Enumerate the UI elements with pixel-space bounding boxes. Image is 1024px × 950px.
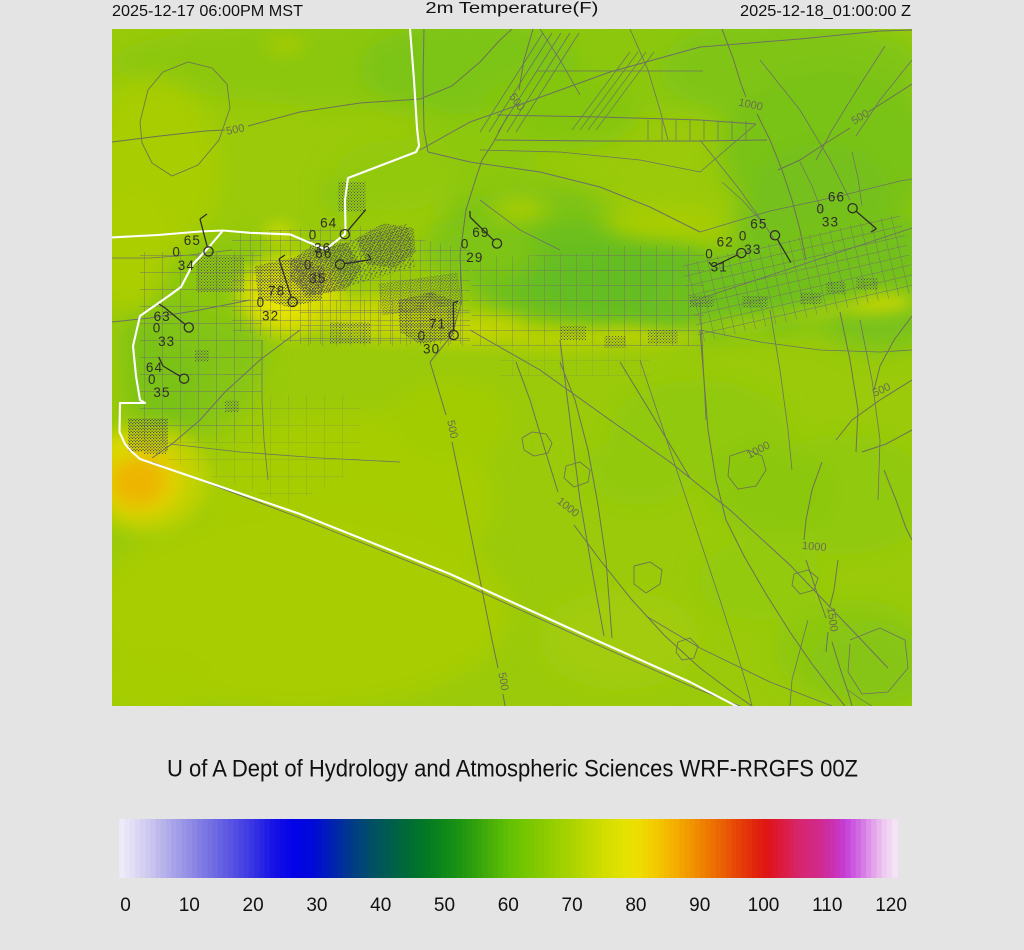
- svg-text:0: 0: [418, 328, 427, 343]
- svg-text:31: 31: [711, 260, 728, 275]
- svg-text:69: 69: [472, 225, 489, 240]
- svg-text:20: 20: [243, 895, 264, 916]
- svg-text:70: 70: [562, 895, 583, 916]
- svg-text:0: 0: [148, 372, 157, 387]
- svg-text:35: 35: [309, 271, 326, 286]
- svg-text:66: 66: [315, 246, 332, 261]
- svg-text:66: 66: [828, 190, 845, 205]
- svg-text:90: 90: [689, 895, 710, 916]
- svg-text:0: 0: [461, 237, 470, 252]
- svg-text:34: 34: [178, 258, 195, 273]
- svg-text:30: 30: [423, 342, 440, 357]
- svg-text:0: 0: [304, 258, 313, 273]
- svg-text:1000: 1000: [802, 540, 827, 554]
- svg-text:U of A Dept of Hydrology and A: U of A Dept of Hydrology and Atmospheric…: [167, 756, 858, 783]
- svg-text:0: 0: [172, 245, 181, 260]
- svg-text:64: 64: [320, 216, 337, 231]
- svg-text:30: 30: [306, 895, 327, 916]
- svg-text:64: 64: [146, 360, 163, 375]
- svg-text:0: 0: [309, 227, 318, 242]
- svg-text:33: 33: [822, 215, 839, 230]
- svg-text:2025-12-18_01:00:00 Z: 2025-12-18_01:00:00 Z: [740, 3, 911, 20]
- svg-text:33: 33: [158, 334, 175, 349]
- svg-text:110: 110: [812, 895, 842, 916]
- svg-text:2m Temperature(F): 2m Temperature(F): [425, 0, 598, 17]
- svg-text:0: 0: [816, 201, 825, 216]
- svg-text:71: 71: [429, 317, 446, 332]
- svg-text:65: 65: [184, 233, 201, 248]
- svg-text:1000: 1000: [737, 97, 763, 114]
- svg-text:10: 10: [179, 895, 200, 916]
- svg-text:36: 36: [314, 241, 331, 256]
- svg-text:0: 0: [739, 229, 748, 244]
- svg-text:33: 33: [744, 242, 761, 257]
- svg-text:100: 100: [748, 895, 780, 916]
- svg-text:32: 32: [262, 308, 279, 323]
- svg-text:62: 62: [717, 235, 734, 250]
- svg-text:78: 78: [268, 283, 285, 298]
- svg-text:65: 65: [750, 217, 767, 232]
- svg-text:2025-12-17 06:00PM MST: 2025-12-17 06:00PM MST: [112, 3, 303, 20]
- svg-text:60: 60: [498, 895, 519, 916]
- svg-text:50: 50: [434, 895, 455, 916]
- svg-text:29: 29: [466, 250, 483, 265]
- svg-text:80: 80: [625, 895, 646, 916]
- svg-text:35: 35: [153, 385, 170, 400]
- svg-text:500: 500: [444, 419, 460, 439]
- svg-text:500: 500: [225, 122, 245, 138]
- svg-text:500: 500: [495, 671, 510, 691]
- svg-text:0: 0: [705, 246, 714, 261]
- svg-text:0: 0: [153, 321, 162, 336]
- svg-text:0: 0: [257, 295, 266, 310]
- svg-text:63: 63: [154, 309, 171, 324]
- svg-text:40: 40: [370, 895, 391, 916]
- svg-text:120: 120: [875, 895, 907, 916]
- svg-text:0: 0: [120, 895, 131, 916]
